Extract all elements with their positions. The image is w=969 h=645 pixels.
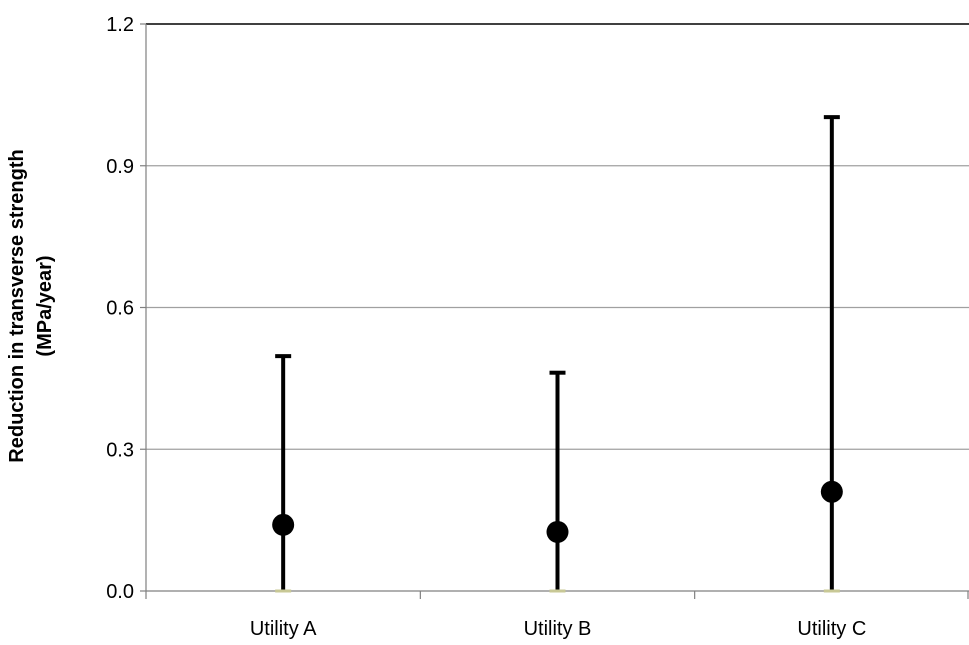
y-axis-title: Reduction in transverse strength (MPa/ye… bbox=[6, 149, 56, 462]
data-point bbox=[272, 513, 295, 536]
data-marks bbox=[272, 115, 843, 593]
data-point bbox=[820, 480, 843, 503]
x-category-label: Utility B bbox=[524, 618, 592, 640]
y-tick-label: 0.6 bbox=[106, 298, 134, 320]
y-tick-label: 0.0 bbox=[106, 581, 134, 603]
axes bbox=[140, 23, 969, 599]
y-tick-label: 0.3 bbox=[106, 439, 134, 461]
data-point bbox=[546, 520, 569, 543]
y-tick-labels: 0.0 0.3 0.6 0.9 1.2 bbox=[106, 14, 134, 603]
y-tick-label: 1.2 bbox=[106, 14, 134, 36]
y-tick-label: 0.9 bbox=[106, 156, 134, 178]
x-category-label: Utility A bbox=[250, 618, 317, 640]
y-axis-title-line2: (MPa/year) bbox=[34, 255, 56, 356]
x-category-label: Utility C bbox=[797, 618, 866, 640]
x-category-labels: Utility A Utility B Utility C bbox=[250, 618, 866, 640]
y-axis-title-line1: Reduction in transverse strength bbox=[6, 149, 28, 462]
